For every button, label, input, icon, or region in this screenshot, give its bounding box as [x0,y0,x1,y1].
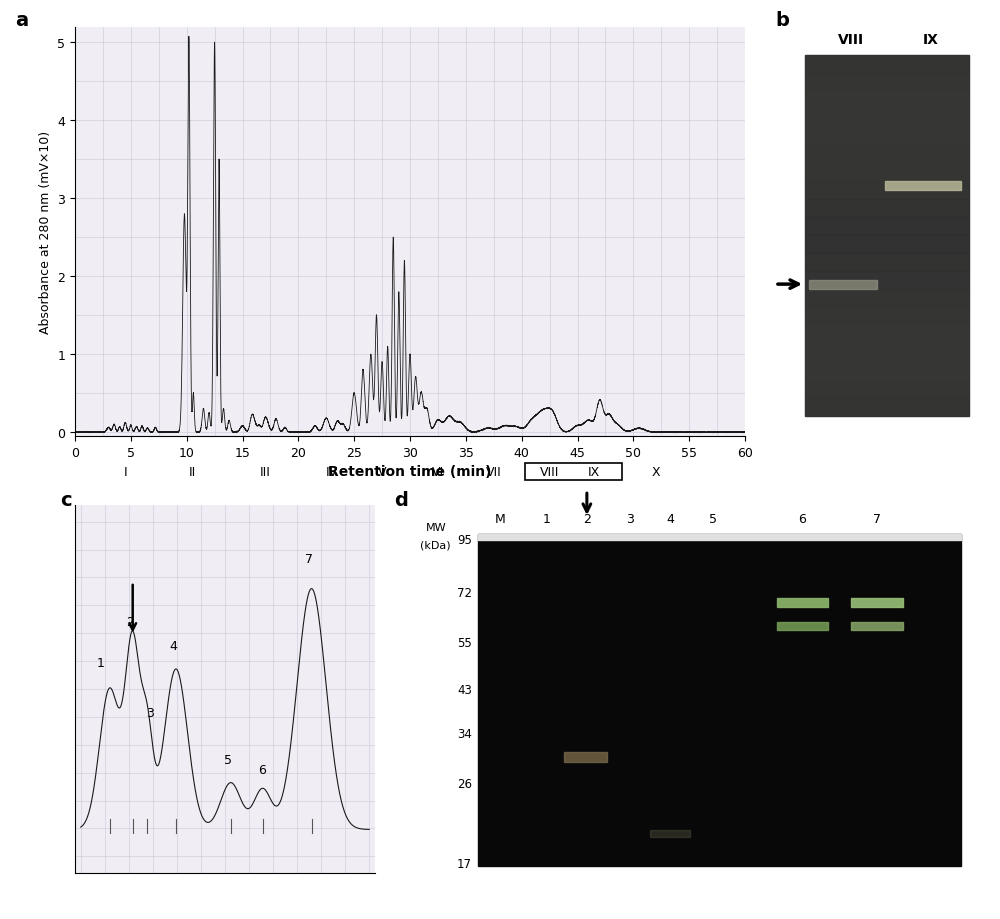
Text: 72: 72 [457,586,472,599]
X-axis label: Retention time (min): Retention time (min) [328,465,492,479]
Text: 5: 5 [224,753,232,766]
Bar [650,830,690,837]
Bar [805,236,969,255]
Text: 6: 6 [259,763,266,776]
Text: V: V [378,465,386,478]
Text: 17: 17 [457,857,472,870]
Bar [805,165,969,182]
Bar [805,218,969,236]
Text: M: M [495,512,506,525]
Bar [805,146,969,165]
Bar [805,56,969,74]
Text: VII: VII [486,465,502,478]
Bar [885,182,961,191]
Bar [478,535,961,540]
Text: b: b [775,11,789,30]
Text: IV: IV [326,465,338,478]
Bar [777,622,828,630]
Bar [805,398,969,416]
Text: IX: IX [588,465,600,478]
Bar [805,290,969,308]
Text: III: III [259,465,270,478]
Bar [478,535,961,866]
Text: 2: 2 [583,512,591,525]
Bar [805,362,969,380]
Text: 1: 1 [543,512,551,525]
Bar [805,380,969,398]
Bar [805,200,969,218]
Text: 4: 4 [169,639,177,652]
Bar [805,308,969,326]
Text: 55: 55 [457,637,472,650]
Text: a: a [15,11,28,30]
Text: 1: 1 [97,656,105,669]
Bar [805,344,969,362]
Text: X: X [651,465,660,478]
Text: VIII: VIII [540,465,559,478]
Bar [805,272,969,290]
Text: 2: 2 [126,616,134,629]
Bar [805,74,969,92]
Text: I: I [123,465,127,478]
Bar [805,128,969,146]
Bar [525,464,622,481]
Text: VIII: VIII [838,33,864,47]
Bar [805,56,969,416]
Bar [851,599,903,607]
Bar [777,599,828,607]
Bar [805,182,969,200]
Text: VI: VI [432,465,444,478]
Text: 5: 5 [709,512,717,525]
Bar [809,280,877,289]
Text: IX: IX [923,33,939,47]
Text: 3: 3 [626,512,634,525]
Text: 7: 7 [873,512,881,525]
Bar [805,255,969,272]
Text: 6: 6 [799,512,806,525]
Bar [805,110,969,128]
Text: d: d [394,491,408,510]
Text: (kDa): (kDa) [420,540,451,550]
Text: 43: 43 [457,683,472,696]
Bar [805,92,969,110]
Text: 26: 26 [457,777,472,790]
Bar [805,326,969,344]
Text: 34: 34 [457,727,472,740]
Text: 3: 3 [146,706,154,719]
Text: II: II [189,465,196,478]
Bar [564,753,607,762]
Text: c: c [60,491,72,510]
Bar [851,622,903,630]
Text: MW: MW [426,522,446,532]
Text: 95: 95 [457,534,472,547]
Y-axis label: Absorbance at 280 nm (mV×10): Absorbance at 280 nm (mV×10) [39,130,52,334]
Text: 4: 4 [666,512,674,525]
Text: 7: 7 [305,552,313,565]
